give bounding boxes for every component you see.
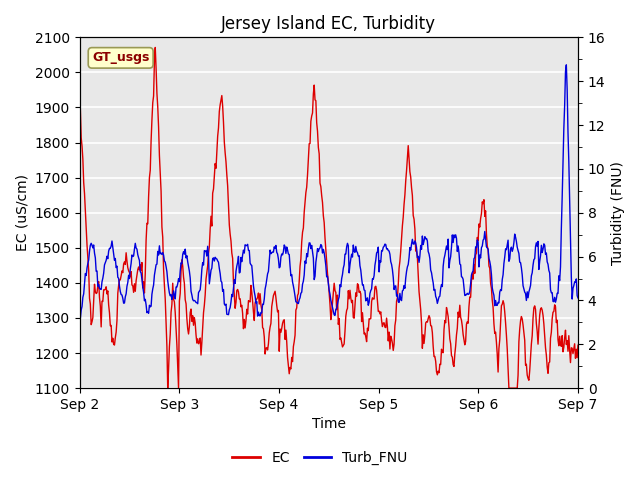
Legend: EC, Turb_FNU: EC, Turb_FNU [227, 445, 413, 471]
Y-axis label: EC (uS/cm): EC (uS/cm) [15, 174, 29, 251]
Y-axis label: Turbidity (FNU): Turbidity (FNU) [611, 161, 625, 264]
X-axis label: Time: Time [312, 418, 346, 432]
Text: GT_usgs: GT_usgs [92, 51, 149, 64]
Title: Jersey Island EC, Turbidity: Jersey Island EC, Turbidity [221, 15, 436, 33]
